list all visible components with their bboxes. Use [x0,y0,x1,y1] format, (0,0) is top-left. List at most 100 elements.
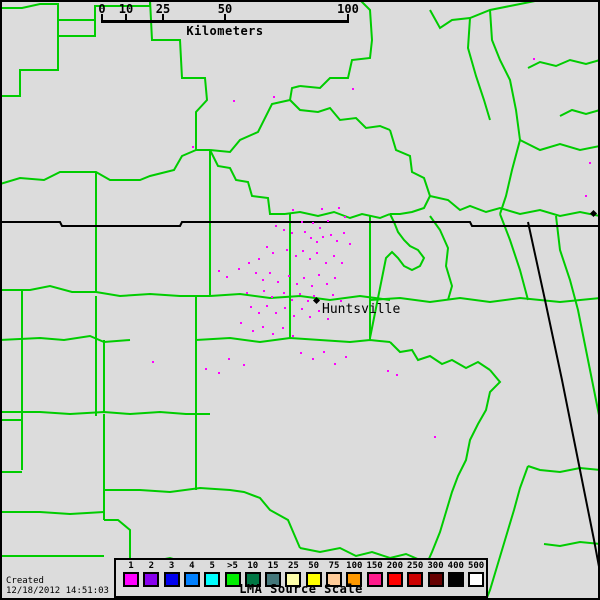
legend-entry-400[interactable]: 400 [446,561,466,597]
lma-source-point [272,333,274,335]
legend-entry-15[interactable]: 15 [263,561,283,597]
lma-source-point [296,283,298,285]
legend-swatch-row: 1 2 3 4 5 >5 10 15 25 50 75 100 150 200 250 300 400 500 [116,560,486,596]
lma-source-scale-legend[interactable]: 1 2 3 4 5 >5 10 15 25 50 75 100 150 200 250 300 400 500 L… [114,558,488,598]
lma-source-point [266,305,268,307]
scale-bar-units-label: Kilometers [186,24,264,38]
lma-source-point [269,272,271,274]
lma-source-point [291,232,293,234]
legend-color-swatch [123,572,139,587]
legend-color-swatch [285,572,302,587]
scale-tick-0 [101,14,103,23]
lma-source-point [323,351,325,353]
legend-entry-label: 100 [346,561,363,571]
lma-source-point [309,316,311,318]
legend-entry-50[interactable]: 50 [304,561,324,597]
lma-source-point [255,272,257,274]
lma-source-point [277,281,279,283]
lma-source-point [288,275,290,277]
lma-source-point [344,216,346,218]
lma-source-point [340,300,342,302]
lma-source-point [275,225,277,227]
legend-color-swatch [183,572,200,587]
scale-tick-label-50: 50 [217,2,233,16]
lma-source-point [293,315,295,317]
legend-entry-200[interactable]: 200 [385,561,405,597]
lma-source-point [252,330,254,332]
lma-source-point [218,270,220,272]
created-datetime: 12/18/2012 14:51:03 [6,586,109,596]
scale-tick-label-0: 0 [98,2,106,16]
legend-color-swatch [244,572,261,587]
legend-entry-label: 4 [189,561,195,571]
city-marker-unlabeled-city-east[interactable] [589,209,598,218]
lma-source-point [322,236,324,238]
lma-source-point [284,307,286,309]
lma-source-point [396,374,398,376]
legend-entry-label: 25 [287,561,299,571]
legend-entry-75[interactable]: 75 [324,561,344,597]
lma-source-point [343,232,345,234]
legend-entry-250[interactable]: 250 [405,561,425,597]
legend-color-swatch [265,572,282,587]
legend-entry-gt5[interactable]: >5 [223,561,243,597]
legend-entry-label: 75 [328,561,340,571]
lma-source-point [310,237,312,239]
legend-entry-150[interactable]: 150 [365,561,385,597]
lma-source-point [266,246,268,248]
legend-entry-label: 2 [148,561,154,571]
legend-entry-25[interactable]: 25 [283,561,303,597]
lma-source-point [286,249,288,251]
lma-source-point [434,436,436,438]
lma-source-point [248,262,250,264]
lma-source-point [311,285,313,287]
lma-source-point [330,234,332,236]
lma-source-point [258,258,260,260]
created-label: Created [6,576,44,586]
lma-source-point [318,310,320,312]
lma-source-point [283,229,285,231]
legend-entry-500[interactable]: 500 [466,561,486,597]
lma-source-point [272,252,274,254]
city-marker-huntsville[interactable] [312,296,321,305]
legend-color-swatch [224,572,241,587]
lma-source-point [292,209,294,211]
lma-source-point [282,327,284,329]
lma-source-point [307,300,309,302]
legend-entry-4[interactable]: 4 [182,561,202,597]
legend-color-swatch [346,572,363,587]
created-timestamp: Created 12/18/2012 14:51:03 [6,576,109,596]
lma-source-point [218,372,220,374]
lma-source-point [291,299,293,301]
legend-entry-2[interactable]: 2 [141,561,161,597]
legend-entry-3[interactable]: 3 [162,561,182,597]
legend-entry-label: 1 [128,561,134,571]
legend-color-swatch [305,572,322,587]
lma-source-point [334,277,336,279]
lma-source-point [338,207,340,209]
lma-source-point [533,58,535,60]
legend-color-swatch [468,572,485,587]
lma-source-point [332,294,334,296]
legend-color-swatch [447,572,464,587]
legend-entry-label: 10 [247,561,259,571]
lma-source-point [302,250,304,252]
legend-entry-300[interactable]: 300 [426,561,446,597]
state-borders [2,221,598,567]
legend-entry-1[interactable]: 1 [121,561,141,597]
lma-source-point [589,162,591,164]
legend-entry-label: 150 [366,561,383,571]
lma-source-point [152,361,154,363]
lma-source-point [327,318,329,320]
legend-entry-label: 300 [427,561,444,571]
legend-entry-100[interactable]: 100 [344,561,364,597]
lma-source-point [309,258,311,260]
lma-source-point [238,268,240,270]
legend-entry-5[interactable]: 5 [202,561,222,597]
legend-entry-10[interactable]: 10 [243,561,263,597]
lma-source-point [283,292,285,294]
lma-source-point [273,96,275,98]
